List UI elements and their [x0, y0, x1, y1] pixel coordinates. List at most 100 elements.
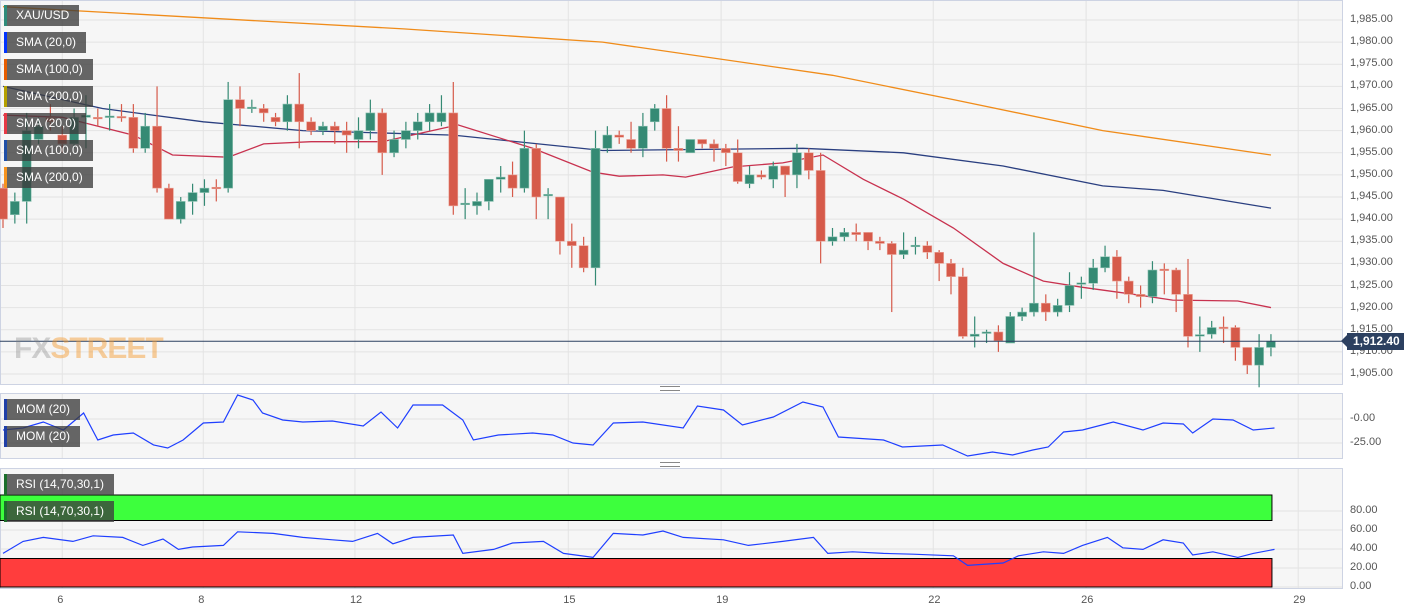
candle-body — [875, 240, 885, 244]
candle-body — [306, 121, 316, 131]
candle-body — [661, 108, 672, 149]
candle-body — [282, 103, 293, 123]
candle — [673, 126, 684, 162]
legend-label: SMA (100,0) — [16, 62, 83, 76]
price-axis-label: 1,950.00 — [1350, 167, 1393, 180]
candle-body — [851, 232, 862, 235]
momentum-legend-item[interactable]: MOM (20) — [4, 426, 80, 447]
candle — [590, 130, 601, 286]
candle-body — [732, 152, 743, 182]
sma-100-line — [2, 85, 1272, 209]
momentum-legend-item[interactable]: MOM (20) — [4, 399, 80, 420]
date-axis-label: 29 — [1293, 594, 1306, 606]
candle-body — [697, 139, 707, 145]
rsi-legend-item[interactable]: RSI (14,70,30,1) — [4, 474, 115, 495]
candle-body — [152, 125, 162, 189]
candle — [958, 267, 968, 339]
candle — [495, 166, 506, 193]
candle-body — [519, 148, 530, 189]
candle-body — [1112, 256, 1122, 282]
candle-body — [116, 116, 127, 119]
candle-body — [1064, 285, 1075, 306]
candle-body — [1100, 256, 1110, 269]
candle-body — [93, 117, 103, 120]
panel-resize-handle[interactable] — [660, 386, 680, 391]
price-axis-label: 1,980.00 — [1350, 35, 1393, 48]
candle-body — [1029, 302, 1039, 313]
price-legend-item[interactable]: XAU/USD — [4, 5, 80, 26]
price-axis-label: 1,985.00 — [1350, 13, 1393, 25]
candle — [1005, 312, 1016, 344]
price-axis-label: 1,975.00 — [1350, 57, 1393, 70]
candle-body — [436, 112, 447, 123]
candle — [709, 139, 719, 162]
candle-body — [1195, 334, 1205, 337]
legend-color-swatch — [4, 167, 7, 188]
price-legend-item[interactable]: SMA (20,0) — [4, 32, 87, 53]
candle-body — [424, 112, 435, 123]
price-axis-label: 1,940.00 — [1350, 212, 1393, 225]
candle — [638, 112, 648, 158]
momentum-axis-label: -25.00 — [1350, 436, 1382, 448]
price-legend-item[interactable]: SMA (200,0) — [4, 167, 93, 188]
price-legend-item[interactable]: SMA (20,0) — [4, 113, 87, 134]
price-axis-label: 1,955.00 — [1350, 145, 1393, 158]
candle-body — [578, 245, 589, 269]
candle-body — [318, 125, 328, 131]
rsi-legend-item[interactable]: RSI (14,70,30,1) — [4, 501, 115, 522]
sma-200-line — [2, 6, 1272, 156]
candle — [531, 143, 542, 220]
candle — [1112, 250, 1122, 299]
candle — [519, 130, 530, 193]
legend-label: MOM (20) — [16, 429, 70, 443]
candle-body — [258, 108, 269, 114]
candle — [803, 148, 814, 180]
panel-resize-handle[interactable] — [660, 462, 680, 467]
candle-body — [1159, 268, 1170, 271]
candle — [1076, 276, 1087, 299]
candle — [235, 86, 245, 127]
candle — [187, 183, 198, 215]
candle — [389, 130, 399, 158]
candle — [199, 179, 210, 206]
candle — [815, 152, 826, 264]
candle-body — [377, 112, 388, 154]
candle-body — [294, 103, 305, 123]
candle — [175, 197, 186, 224]
legend-label: RSI (14,70,30,1) — [16, 477, 105, 491]
candle-body — [863, 232, 873, 242]
momentum-axis-label: -0.00 — [1350, 412, 1376, 424]
candle — [318, 121, 328, 136]
candle-body — [1242, 347, 1253, 366]
candle-body — [199, 187, 210, 193]
price-legend-item[interactable]: SMA (100,0) — [4, 59, 93, 80]
candle — [140, 112, 150, 153]
legend-color-swatch — [4, 501, 7, 522]
price-legend-item[interactable]: SMA (100,0) — [4, 140, 93, 161]
rsi-axis-label: 60.00 — [1350, 523, 1378, 535]
price-axis-label: 1,970.00 — [1350, 79, 1393, 92]
candle-body — [270, 117, 281, 123]
candle-body — [792, 152, 802, 176]
candle-body — [389, 139, 399, 154]
price-legend-item[interactable]: SMA (200,0) — [4, 86, 93, 107]
price-axis-label: 1,935.00 — [1350, 234, 1393, 247]
candle — [164, 183, 174, 220]
candle-body — [211, 186, 222, 190]
date-axis-label: 6 — [57, 594, 64, 606]
candle-body — [1088, 267, 1098, 284]
candle — [436, 95, 447, 127]
candle — [353, 117, 364, 149]
candle-body — [1041, 302, 1051, 313]
candle — [827, 227, 838, 246]
candle-body — [448, 112, 459, 207]
candle-body — [507, 174, 518, 189]
candle-body — [1005, 316, 1016, 344]
candle-body — [566, 240, 577, 246]
candle-body — [1183, 294, 1193, 337]
rsi-axis-label: 40.00 — [1350, 542, 1378, 554]
date-axis-label: 12 — [349, 594, 363, 606]
rsi-axis-label: 0.00 — [1350, 580, 1372, 592]
candle-body — [531, 148, 542, 198]
